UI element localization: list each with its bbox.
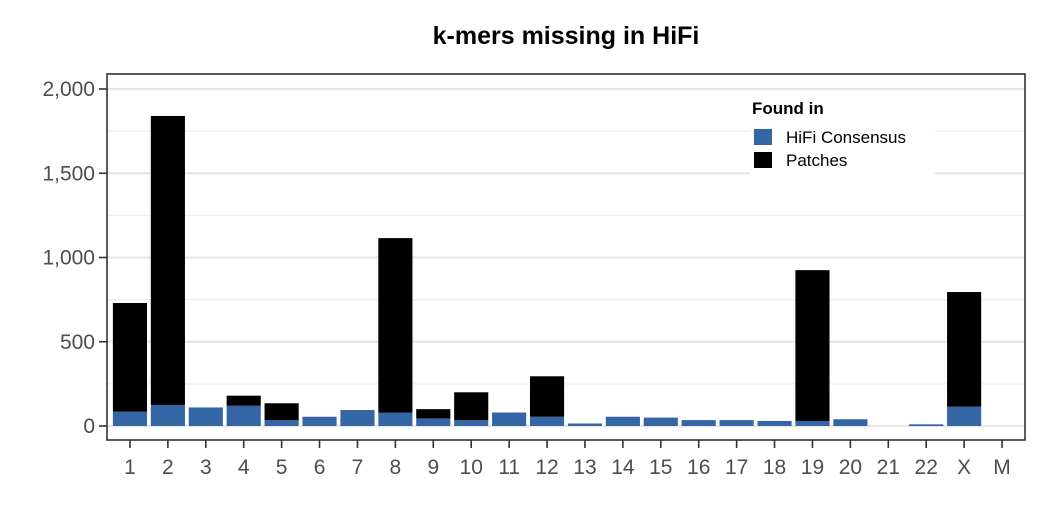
y-tick-label: 1,000 (42, 247, 95, 270)
y-tick-label: 1,500 (42, 162, 95, 185)
x-tick-label: 6 (314, 456, 326, 479)
bar-patches-10 (454, 392, 489, 421)
bar-hifi-consensus-13 (567, 423, 603, 426)
legend-key-patches (754, 152, 772, 168)
bar-patches-19 (795, 270, 830, 421)
bar-hifi-consensus-10 (454, 420, 489, 426)
x-tick-label: 20 (839, 456, 862, 479)
x-tick-label: 12 (535, 456, 558, 479)
bar-hifi-consensus-7 (340, 409, 375, 426)
x-tick-label: 11 (498, 456, 520, 479)
x-tick-label: 15 (649, 456, 672, 479)
bar-patches-1 (112, 302, 148, 412)
y-tick-label: 2,000 (42, 78, 95, 101)
x-tick-label: 3 (200, 456, 212, 479)
bar-hifi-consensus-15 (643, 417, 678, 426)
legend-background (750, 95, 935, 175)
x-tick-label: 5 (276, 456, 288, 479)
x-tick-label: 4 (238, 456, 250, 479)
legend: Found in HiFi Consensus Patches (750, 95, 935, 175)
bar-hifi-consensus-18 (757, 420, 792, 426)
bar-hifi-consensus-20 (833, 419, 868, 426)
bar-hifi-consensus-3 (188, 407, 223, 426)
x-tick-label: X (957, 456, 971, 479)
x-tick-label: 13 (573, 456, 596, 479)
bar-hifi-consensus-11 (492, 412, 527, 426)
bar-hifi-consensus-14 (605, 416, 640, 426)
x-tick-label: 17 (725, 456, 748, 479)
bar-patches-2 (150, 115, 185, 405)
x-tick-label: 14 (611, 456, 635, 479)
bar-hifi-consensus-19 (795, 420, 830, 426)
x-tick-label: 8 (390, 456, 402, 479)
y-axis: 0 500 1,000 1,500 2,000 (42, 78, 107, 438)
bar-hifi-consensus-17 (719, 420, 754, 426)
bar-patches-x (947, 292, 982, 407)
bar-hifi-consensus-12 (529, 416, 565, 426)
x-tick-label: 2 (162, 456, 174, 479)
bar-hifi-consensus-8 (378, 412, 413, 426)
x-tick-label: M (993, 456, 1011, 479)
y-tick-label: 0 (83, 415, 95, 438)
bar-hifi-consensus-4 (226, 405, 261, 426)
bar-patches-5 (264, 403, 299, 421)
bar-hifi-consensus-22 (909, 424, 944, 426)
bar-patches-8 (378, 238, 413, 413)
x-tick-label: 1 (124, 456, 136, 479)
legend-label: HiFi Consensus (786, 128, 906, 147)
x-tick-label: 7 (352, 456, 364, 479)
x-tick-label: 21 (877, 456, 900, 479)
x-tick-label: 19 (801, 456, 824, 479)
x-tick-label: 9 (427, 456, 439, 479)
bar-hifi-consensus-1 (112, 411, 148, 426)
bar-hifi-consensus-2 (150, 404, 185, 426)
bar-hifi-consensus-5 (264, 420, 299, 426)
grid-layer (107, 87, 1025, 428)
legend-label: Patches (786, 151, 847, 170)
bar-patches-4 (226, 395, 261, 406)
bar-patches-9 (416, 409, 451, 419)
bars-layer (112, 115, 982, 426)
bar-hifi-consensus-x (947, 406, 982, 426)
bar-hifi-consensus-6 (302, 416, 337, 426)
y-tick-label: 500 (60, 331, 95, 354)
x-tick-label: 16 (687, 456, 710, 479)
x-tick-label: 10 (460, 456, 483, 479)
legend-title: Found in (752, 99, 824, 118)
legend-items: HiFi Consensus Patches (754, 128, 906, 170)
bar-hifi-consensus-9 (416, 418, 451, 426)
x-tick-label: 18 (763, 456, 786, 479)
chart-title: k-mers missing in HiFi (433, 22, 700, 50)
bar-hifi-consensus-16 (681, 420, 716, 426)
x-tick-label: 22 (915, 456, 938, 479)
bar-patches-12 (529, 376, 565, 417)
x-axis: 1 2 3 4 5 6 7 8 9 10 11 12 13 14 15 16 17 18 19 20 21 22 X M (124, 440, 1011, 479)
legend-key-hifi-consensus (754, 129, 772, 145)
